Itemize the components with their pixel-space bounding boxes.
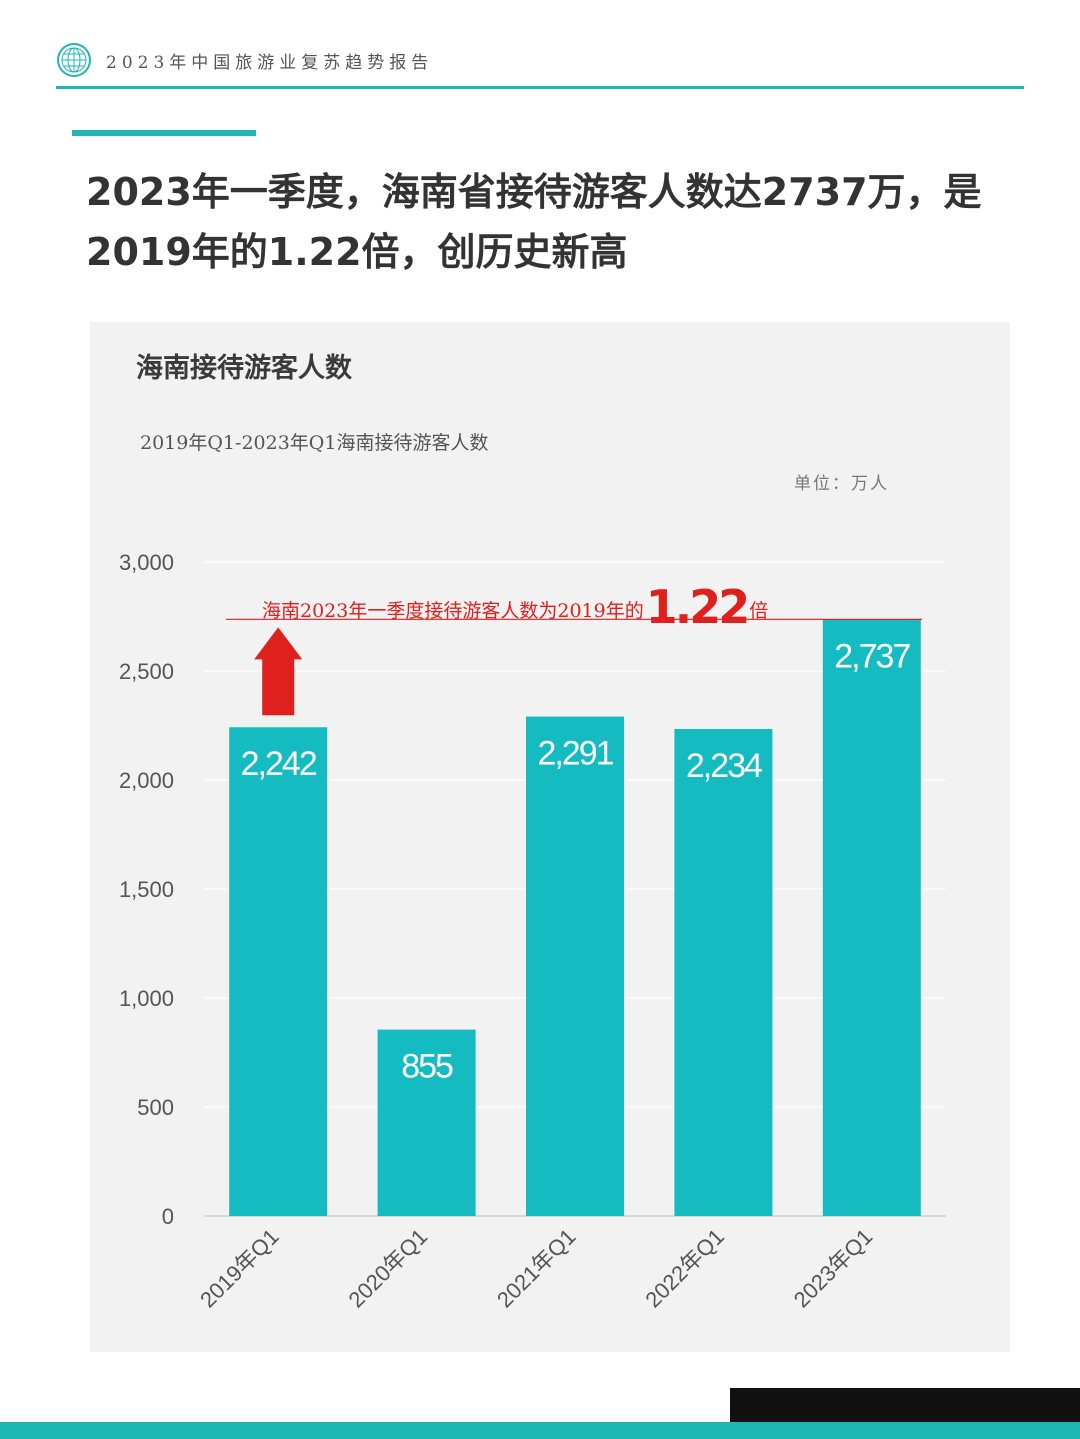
report-title: 2023年中国旅游业复苏趋势报告	[106, 52, 434, 73]
chart-subtitle: 2019年Q1-2023年Q1海南接待游客人数	[140, 432, 489, 454]
unit-label: 单位：万人	[794, 474, 889, 494]
bar-value-label: 2,242	[241, 745, 317, 783]
bar	[229, 727, 328, 1216]
x-tick-label: 2023年Q1	[789, 1224, 878, 1313]
bar-value-label: 2,291	[537, 735, 613, 773]
page-corner-shadow	[730, 1388, 1080, 1422]
y-tick-label: 3,000	[119, 550, 174, 575]
x-tick-label: 2019年Q1	[195, 1224, 284, 1313]
y-tick-label: 2,500	[119, 659, 174, 684]
y-tick-label: 1,500	[119, 877, 174, 902]
annotation-prefix: 海南2023年一季度接待游客人数为2019年的	[262, 600, 644, 622]
bar	[526, 716, 624, 1216]
bar	[822, 619, 921, 1216]
annotation: 海南2023年一季度接待游客人数为2019年的1.22 倍	[262, 580, 768, 634]
x-tick-label: 2021年Q1	[492, 1224, 581, 1313]
globe-logo-icon	[57, 43, 91, 77]
y-tick-label: 500	[137, 1095, 174, 1120]
footer-band	[0, 1422, 1080, 1439]
bar-chart: 0 500 1,000 1,500 2,000 2,500 3,000 2,242 2019年…	[119, 550, 946, 1313]
bar-value-label: 2,737	[834, 637, 910, 675]
y-tick-label: 0	[162, 1204, 174, 1229]
header-divider	[56, 86, 1024, 89]
bar-value-label: 2,234	[686, 747, 762, 785]
x-tick-label: 2022年Q1	[640, 1224, 729, 1313]
report-header: 2023年中国旅游业复苏趋势报告	[56, 40, 433, 80]
annotation-suffix: 倍	[749, 600, 769, 622]
up-arrow-icon	[254, 627, 303, 716]
y-tick-label: 2,000	[119, 768, 174, 793]
bar	[674, 728, 773, 1216]
annotation-ratio: 1.22	[645, 580, 750, 634]
bar-value-label: 855	[401, 1048, 453, 1086]
y-tick-label: 1,000	[119, 986, 174, 1011]
x-tick-label: 2020年Q1	[344, 1224, 433, 1313]
bar	[377, 1029, 476, 1216]
headline: 2023年一季度，海南省接待游客人数达2737万，是2019年的1.22倍，创历…	[86, 170, 982, 274]
panel-title: 海南接待游客人数	[136, 353, 352, 384]
accent-bar	[72, 130, 256, 136]
chart-panel: 海南接待游客人数 2019年Q1-2023年Q1海南接待游客人数 单位：万人 0…	[90, 322, 1010, 1352]
